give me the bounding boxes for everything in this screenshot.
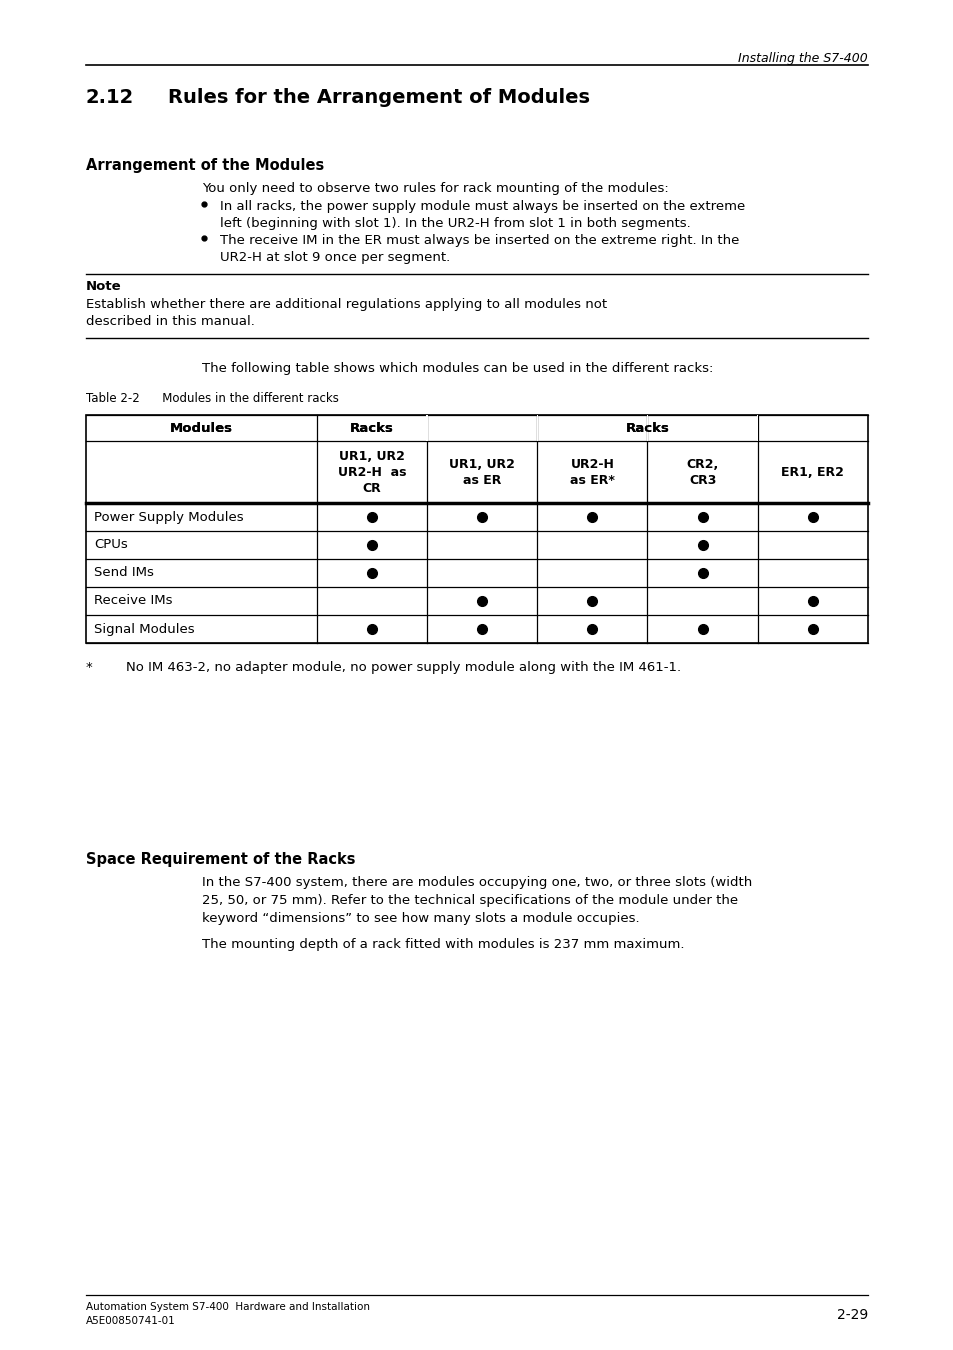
Text: Racks: Racks xyxy=(350,421,394,435)
Bar xyxy=(646,414,647,441)
Text: No IM 463-2, no adapter module, no power supply module along with the IM 461-1.: No IM 463-2, no adapter module, no power… xyxy=(126,662,680,674)
Bar xyxy=(757,414,758,441)
Text: The following table shows which modules can be used in the different racks:: The following table shows which modules … xyxy=(202,362,713,375)
Text: Receive IMs: Receive IMs xyxy=(94,594,172,608)
Text: Power Supply Modules: Power Supply Modules xyxy=(94,510,243,524)
Text: Space Requirement of the Racks: Space Requirement of the Racks xyxy=(86,852,355,867)
Text: CR2,
CR3: CR2, CR3 xyxy=(686,458,718,486)
Text: 25, 50, or 75 mm). Refer to the technical specifications of the module under the: 25, 50, or 75 mm). Refer to the technica… xyxy=(202,894,738,907)
Text: Racks: Racks xyxy=(625,421,669,435)
Text: CPUs: CPUs xyxy=(94,539,128,552)
Bar xyxy=(86,414,867,643)
Text: The mounting depth of a rack fitted with modules is 237 mm maximum.: The mounting depth of a rack fitted with… xyxy=(202,938,684,950)
Text: Installing the S7-400: Installing the S7-400 xyxy=(738,53,867,65)
Text: Table 2-2      Modules in the different racks: Table 2-2 Modules in the different racks xyxy=(86,392,338,405)
Text: In all racks, the power supply module must always be inserted on the extreme
lef: In all racks, the power supply module mu… xyxy=(220,200,744,230)
Text: keyword “dimensions” to see how many slots a module occupies.: keyword “dimensions” to see how many slo… xyxy=(202,913,639,925)
Text: Establish whether there are additional regulations applying to all modules not
d: Establish whether there are additional r… xyxy=(86,298,606,328)
Text: Modules: Modules xyxy=(170,421,233,435)
Text: Send IMs: Send IMs xyxy=(94,567,153,579)
Text: Rules for the Arrangement of Modules: Rules for the Arrangement of Modules xyxy=(168,88,589,107)
Bar xyxy=(536,414,537,441)
Text: Racks: Racks xyxy=(625,421,669,435)
Text: 2.12: 2.12 xyxy=(86,88,134,107)
Text: Signal Modules: Signal Modules xyxy=(94,622,194,636)
Text: Note: Note xyxy=(86,279,121,293)
Text: Arrangement of the Modules: Arrangement of the Modules xyxy=(86,158,324,173)
Text: In the S7-400 system, there are modules occupying one, two, or three slots (widt: In the S7-400 system, there are modules … xyxy=(202,876,752,890)
Text: The receive IM in the ER must always be inserted on the extreme right. In the
UR: The receive IM in the ER must always be … xyxy=(220,234,739,265)
Bar xyxy=(426,414,427,441)
Text: UR1, UR2
as ER: UR1, UR2 as ER xyxy=(449,458,515,486)
Text: UR2-H
as ER*: UR2-H as ER* xyxy=(569,458,614,486)
Text: Modules: Modules xyxy=(170,421,233,435)
Text: *: * xyxy=(86,662,92,674)
Text: ER1, ER2: ER1, ER2 xyxy=(781,466,843,478)
Text: You only need to observe two rules for rack mounting of the modules:: You only need to observe two rules for r… xyxy=(202,182,668,194)
Text: UR1, UR2
UR2-H  as
CR: UR1, UR2 UR2-H as CR xyxy=(337,450,406,494)
Text: Automation System S7-400  Hardware and Installation: Automation System S7-400 Hardware and In… xyxy=(86,1301,370,1312)
Text: 2-29: 2-29 xyxy=(836,1308,867,1322)
Text: A5E00850741-01: A5E00850741-01 xyxy=(86,1316,175,1326)
Text: Racks: Racks xyxy=(350,421,394,435)
